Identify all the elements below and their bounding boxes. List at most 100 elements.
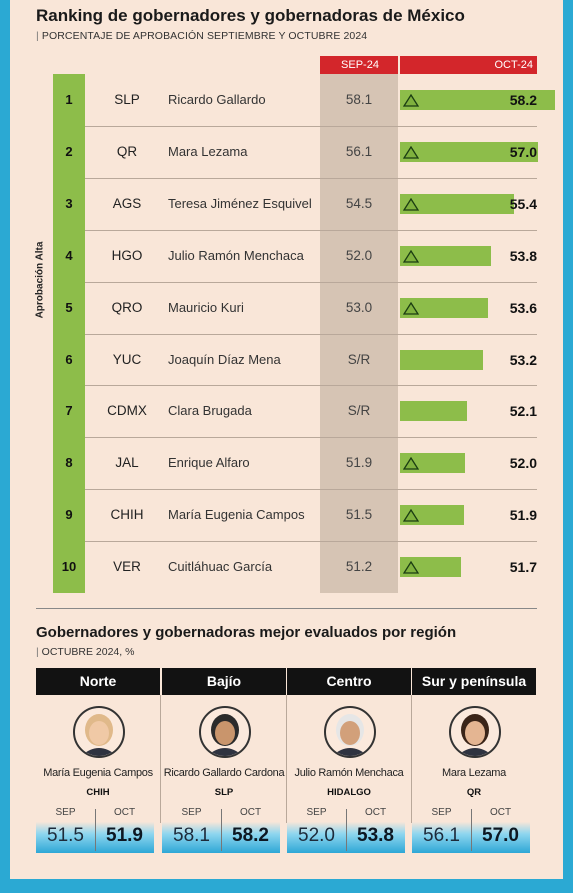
region-card: Norte María Eugenia Campos CHIH SEP OCT 51.5 5… (36, 668, 161, 856)
region-sep-value: 51.5 (47, 825, 84, 846)
page-title: Ranking de gobernadores y gobernadoras d… (36, 6, 465, 25)
sep-label: SEP (55, 807, 76, 818)
rank-column (53, 74, 85, 593)
oct-bar (400, 141, 538, 162)
sep-value: 54.5 (345, 195, 373, 211)
region-oct-value: 58.2 (232, 825, 269, 846)
table-row: 10 VER Cuitláhuac García 51.2 51.7 (53, 541, 537, 593)
row-divider (85, 229, 537, 231)
table-row: 4 HGO Julio Ramón Menchaca 52.0 53.8 (53, 230, 537, 282)
table-row: 3 AGS Teresa Jiménez Esquivel 54.5 55.4 (53, 178, 537, 230)
oct-value: 57.0 (509, 143, 537, 160)
table-row: 7 CDMX Clara Brugada S/R 52.1 (53, 385, 537, 437)
sep-value: 51.9 (345, 455, 373, 471)
region-state: SLP (214, 787, 234, 798)
sep-label: SEP (306, 807, 327, 818)
up-arrow-icon (403, 94, 419, 107)
rank-number: 4 (65, 247, 73, 263)
avatar (199, 706, 251, 758)
sep-value: 51.2 (345, 559, 373, 575)
state-code: HGO (111, 247, 143, 263)
table-row: 2 QR Mara Lezama 56.1 57.0 (53, 126, 538, 178)
table-row: 8 JAL Enrique Alfaro 51.9 52.0 (53, 437, 537, 489)
oct-value: 52.0 (509, 455, 537, 472)
header-oct: OCT-24 (400, 56, 537, 74)
region-card: Bajío Ricardo Gallardo Cardona SLP SEP OCT 58… (162, 668, 287, 856)
row-divider (85, 437, 537, 439)
state-code: JAL (115, 455, 139, 471)
values-divider (471, 809, 472, 851)
header-sep: SEP-24 (320, 56, 400, 74)
region-state: HIDALGO (327, 787, 371, 798)
state-code: AGS (112, 195, 142, 211)
oct-bar (400, 401, 467, 422)
up-arrow-icon (403, 249, 419, 263)
governor-name: Cuitláhuac García (168, 559, 273, 575)
sep-value: S/R (347, 351, 371, 367)
region-oct-value: 57.0 (482, 825, 519, 846)
oct-value: 51.7 (509, 559, 537, 576)
region-oct-value: 53.8 (357, 825, 394, 846)
values-divider (346, 809, 347, 851)
oct-value: 53.2 (509, 351, 537, 368)
governor-name: Clara Brugada (168, 403, 252, 419)
row-divider (85, 125, 537, 127)
region-divider (411, 695, 412, 823)
oct-value: 52.1 (509, 403, 537, 420)
governor-name: Ricardo Gallardo (168, 92, 266, 107)
avatar (449, 706, 501, 758)
region-sep-value: 56.1 (423, 825, 460, 846)
rank-number: 6 (65, 351, 73, 367)
region-oct-value: 51.9 (106, 825, 143, 846)
table-row: 6 YUC Joaquín Díaz Mena S/R 53.2 (53, 334, 537, 386)
region-values: SEP OCT 52.0 53.8 (287, 805, 405, 853)
region-divider (286, 695, 287, 823)
rank-number: 5 (65, 299, 73, 315)
state-code: YUC (112, 351, 142, 367)
oct-label: OCT (364, 807, 387, 818)
oct-label: OCT (489, 807, 512, 818)
governor-name: María Eugenia Campos (168, 507, 305, 523)
governor-name: Teresa Jiménez Esquivel (168, 195, 312, 211)
region-governor-name: Ricardo Gallardo Cardona (163, 767, 285, 779)
governor-name: Joaquín Díaz Mena (168, 351, 281, 367)
region-governor-name: Julio Ramón Menchaca (294, 767, 404, 779)
row-divider (85, 177, 537, 179)
up-arrow-icon (403, 509, 419, 522)
sep-label: SEP (431, 807, 452, 818)
rank-number: 7 (65, 403, 73, 419)
region-card: Centro Julio Ramón Menchaca HIDALGO SEP OCT 5… (287, 668, 412, 856)
governor-name: Enrique Alfaro (168, 455, 250, 471)
values-divider (95, 809, 96, 851)
oct-bar (400, 193, 515, 214)
rank-number: 9 (65, 507, 73, 523)
region-values: SEP OCT 56.1 57.0 (412, 805, 530, 853)
state-code: VER (113, 559, 141, 575)
region-header: Norte (36, 668, 160, 695)
row-divider (85, 489, 537, 491)
region-state: QR (466, 787, 482, 798)
oct-bar (400, 90, 555, 110)
sep-value: 51.5 (345, 507, 373, 523)
oct-value: 58.2 (509, 92, 537, 108)
regions-title: Gobernadores y gobernadoras mejor evalua… (36, 624, 457, 641)
region-values: SEP OCT 58.1 58.2 (162, 805, 280, 853)
rank-number: 2 (65, 143, 73, 159)
oct-value: 53.8 (509, 247, 537, 264)
state-code: QR (116, 143, 138, 159)
oct-value: 55.4 (509, 195, 537, 212)
region-header: Bajío (162, 668, 286, 695)
governor-name: Mauricio Kuri (168, 299, 244, 315)
region-sep-value: 52.0 (298, 825, 335, 846)
oct-bar (400, 297, 489, 318)
up-arrow-icon (403, 561, 419, 574)
region-card: Sur y península Mara Lezama QR SEP OCT 56.1 57… (412, 668, 536, 856)
up-arrow-icon (403, 457, 419, 470)
state-code: CHIH (110, 507, 144, 523)
row-divider (85, 333, 537, 335)
region-governor-name: María Eugenia Campos (43, 767, 153, 779)
sep-value: 53.0 (345, 299, 373, 315)
region-header: Centro (287, 668, 411, 695)
governor-name: Mara Lezama (168, 143, 248, 159)
